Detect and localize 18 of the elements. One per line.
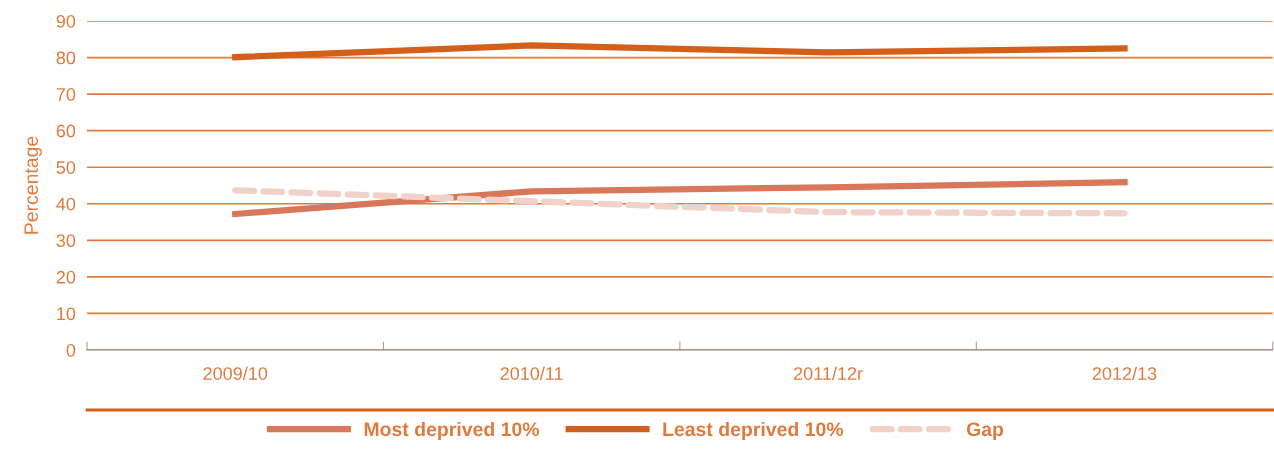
legend-label: Most deprived 10%	[364, 421, 540, 441]
y-tick-label: 0	[66, 343, 76, 357]
y-tick-label: 60	[56, 124, 76, 138]
y-tick-label: 30	[56, 234, 76, 248]
y-tick-label: 90	[56, 14, 76, 28]
legend-label: Least deprived 10%	[663, 421, 844, 441]
y-tick-label: 80	[56, 51, 76, 65]
y-tick-label: 70	[56, 88, 76, 101]
y-tick-label: 50	[56, 161, 76, 174]
y-tick-label: 20	[56, 270, 76, 284]
x-tick-label: 2011/12r	[794, 366, 863, 380]
y-axis-title: Percentage	[24, 136, 42, 234]
x-tick-label: 2010/11	[500, 366, 563, 380]
legend-label: Gap	[966, 422, 1004, 441]
y-tick-label: 40	[56, 197, 76, 211]
x-tick-label: 2012/13	[1092, 366, 1157, 380]
y-tick-label: 10	[57, 307, 76, 321]
x-tick-label: 2009/10	[203, 366, 268, 380]
